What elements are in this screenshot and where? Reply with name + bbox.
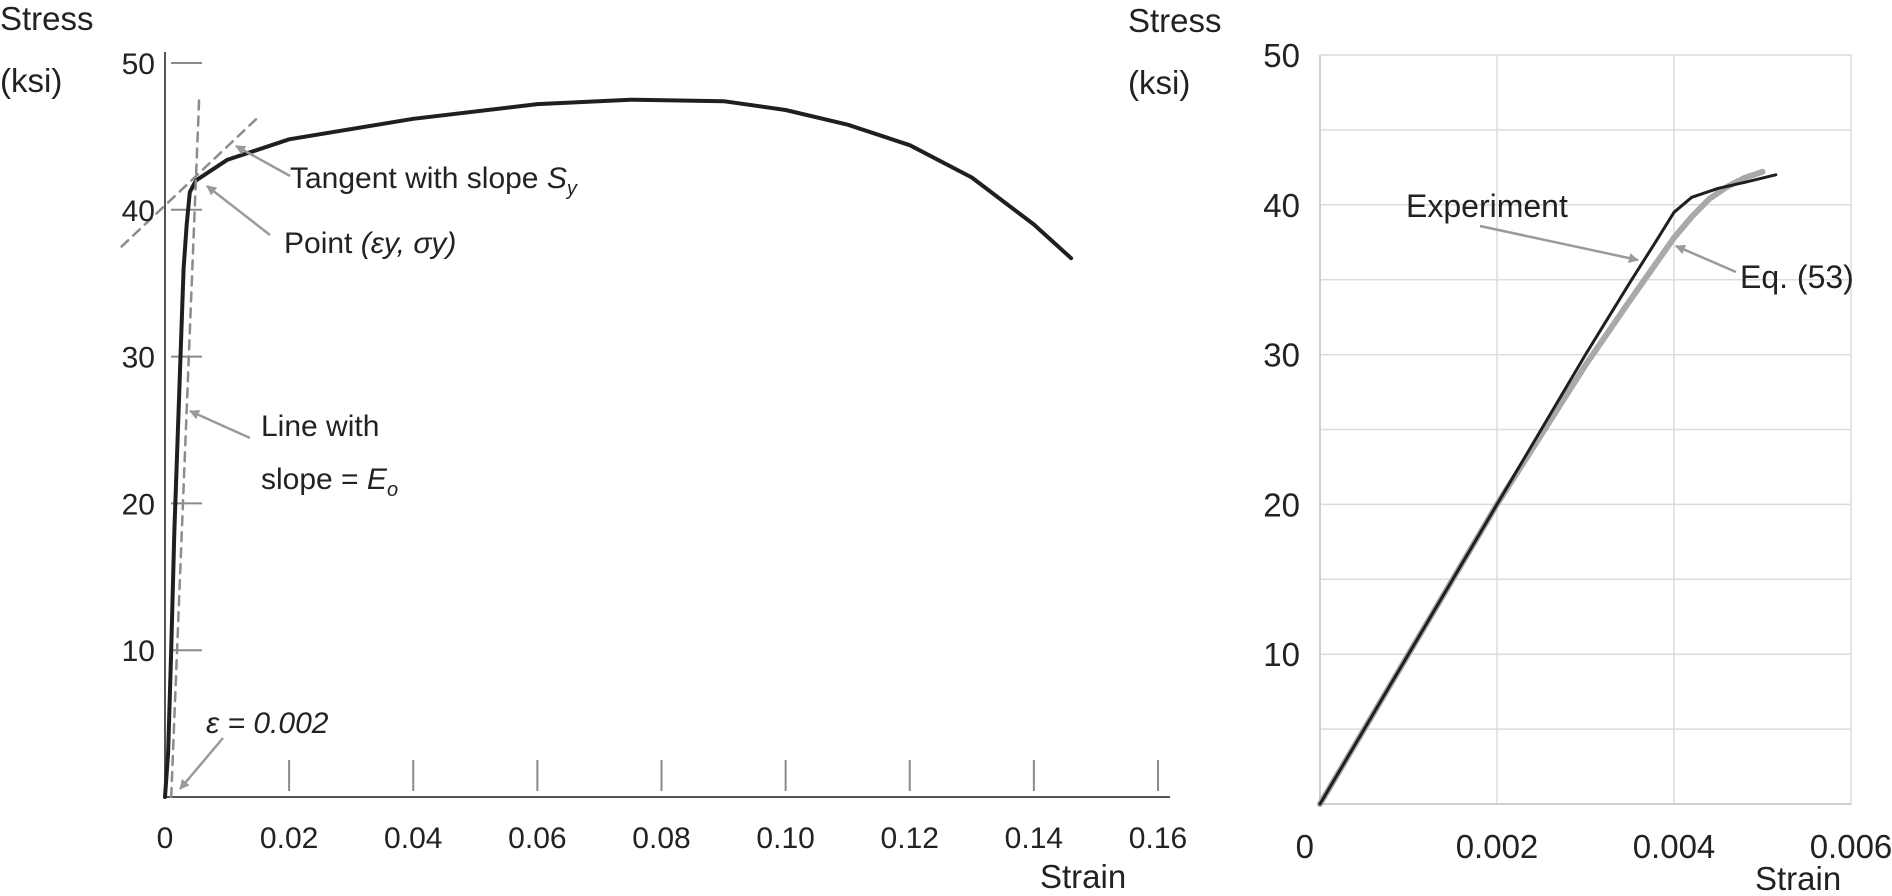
legend-eq53: Eq. (53) <box>1740 259 1854 295</box>
annotation-point: Point (εy, σy) <box>284 227 456 260</box>
right-experiment-curve <box>1318 173 1778 806</box>
left-y-tick-label: 50 <box>122 48 155 81</box>
right-y-tick-label: 10 <box>1263 636 1300 673</box>
legend-experiment: Experiment <box>1406 188 1568 224</box>
annotation-point-text: Point <box>284 227 361 260</box>
right-axes <box>1319 55 1851 805</box>
annotation-point-symbol: (εy, σy) <box>361 227 457 260</box>
right-x-axis-label: Strain <box>1755 860 1841 896</box>
left-x-tick-label: 0.08 <box>632 822 690 855</box>
left-dashed-line-1 <box>169 98 201 799</box>
left-x-tick-label: 0.12 <box>881 822 939 855</box>
left-y-tick-label: 20 <box>122 488 155 521</box>
left-y-axis-label-line2: (ksi) <box>0 62 62 99</box>
annotation-slope: slope = Eo <box>261 463 398 501</box>
right-x-tick-label: 0.004 <box>1633 828 1716 865</box>
left-x-tick-label: 0.04 <box>384 822 442 855</box>
annotation-tangent-subscript: y <box>565 178 578 200</box>
right-y-tick-label: 30 <box>1263 337 1300 374</box>
left-x-tick-label: 0 <box>157 822 174 855</box>
left-x-tick-label: 0.14 <box>1005 822 1063 855</box>
right-y-tick-label: 50 <box>1263 37 1300 74</box>
arrow-tangent <box>235 144 291 178</box>
left-y-tick-label: 40 <box>122 195 155 228</box>
left-x-tick-label: 0.02 <box>260 822 318 855</box>
arrow-line-with-slope <box>189 409 251 440</box>
right-y-tick-label: 40 <box>1263 187 1300 224</box>
right-y-axis-label-line1: Stress <box>1128 2 1222 39</box>
annotation-slope-subscript: o <box>387 479 398 501</box>
right-tick-labels: 10 20 30 40 50 0 0.002 0.004 0.006 <box>1263 37 1892 865</box>
right-grid <box>1320 54 1852 804</box>
right-y-axis-label-line2: (ksi) <box>1128 64 1190 101</box>
annotation-epsilon: ε = 0.002 <box>206 707 329 740</box>
left-dashed-line-2 <box>120 116 260 248</box>
right-x-tick-label: 0 <box>1296 828 1314 865</box>
right-eq53-curve <box>1317 168 1766 807</box>
left-series-group <box>120 97 1074 799</box>
annotation-slope-symbol: E <box>367 463 388 496</box>
left-x-tick-label: 0.16 <box>1129 822 1187 855</box>
left-axes <box>164 52 1170 798</box>
left-y-tick-label: 30 <box>122 342 155 375</box>
left-y-tick-label: 10 <box>122 635 155 668</box>
arrow-eq53 <box>1675 244 1737 274</box>
right-series-group <box>1317 168 1778 807</box>
annotation-tangent-text: Tangent with slope <box>290 162 547 195</box>
left-chart: 10 20 30 40 50 0 0.02 0.04 0.06 0.08 0.10 0.12 0.14 0… <box>0 0 1187 895</box>
arrow-point <box>206 185 271 236</box>
right-x-tick-label: 0.002 <box>1456 828 1539 865</box>
annotation-line-with: Line with <box>261 410 379 443</box>
annotation-slope-text: slope = <box>261 463 367 496</box>
left-tick-labels: 10 20 30 40 50 0 0.02 0.04 0.06 0.08 0.10 0.12 0.14 0… <box>122 48 1188 855</box>
left-y-axis-label-line1: Stress <box>0 0 94 37</box>
left-x-tick-label: 0.10 <box>756 822 814 855</box>
left-stress-strain-curve <box>163 97 1074 799</box>
arrow-experiment <box>1479 224 1639 263</box>
left-x-axis-label: Strain <box>1040 858 1126 895</box>
annotation-tangent: Tangent with slope Sy <box>290 162 578 200</box>
arrow-epsilon <box>179 737 224 790</box>
right-y-tick-label: 20 <box>1263 486 1300 523</box>
left-x-tick-label: 0.06 <box>508 822 566 855</box>
annotation-tangent-symbol: S <box>547 162 567 195</box>
right-x-tick-label: 0.006 <box>1810 828 1892 865</box>
